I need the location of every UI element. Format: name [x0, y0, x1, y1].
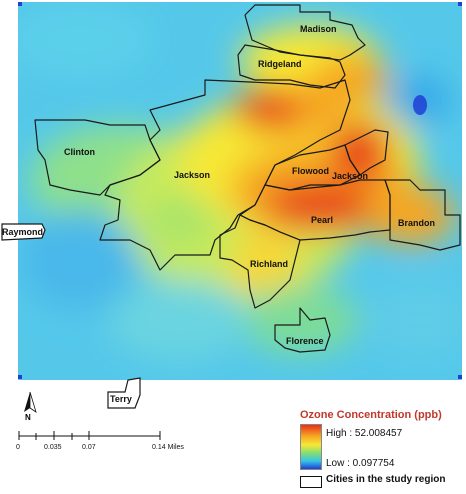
city-label-ridgeland: Ridgeland: [258, 59, 302, 69]
boundary-jackson-east: [344, 129, 389, 176]
legend-boundary-swatch: [300, 476, 322, 488]
boundary-brandon: [384, 179, 461, 251]
city-label-terry: Terry: [110, 394, 132, 404]
legend-boundary-label: Cities in the study region: [326, 474, 446, 485]
boundary-jackson: [99, 79, 351, 271]
city-label-clinton: Clinton: [64, 147, 95, 157]
city-boundaries: [1, 4, 461, 409]
boundary-richland: [219, 214, 301, 309]
city-label-madison: Madison: [300, 24, 337, 34]
city-label-richland: Richland: [250, 259, 288, 269]
north-label: N: [25, 413, 31, 422]
legend-low-label: Low : 0.097754: [326, 458, 395, 469]
city-label-flowood: Flowood: [292, 166, 329, 176]
north-arrow-icon: [24, 391, 37, 413]
boundary-terry: [107, 377, 141, 409]
scale-tick-2: 0.07: [82, 444, 96, 451]
boundary-ridgeland: [237, 44, 346, 89]
city-label-jackson: Jackson: [174, 170, 210, 180]
boundary-raymond: [1, 223, 46, 241]
city-label-pearl: Pearl: [311, 215, 333, 225]
scale-tick-1: 0.035: [44, 444, 62, 451]
boundary-clinton: [34, 119, 161, 196]
city-label-raymond: Raymond: [2, 227, 43, 237]
boundary-madison: [244, 4, 366, 61]
city-label-jackson-east: Jackson: [332, 171, 368, 181]
city-label-florence: Florence: [286, 336, 324, 346]
legend-title: Ozone Concentration (ppb): [300, 409, 442, 421]
scale-tick-0: 0: [16, 444, 20, 451]
legend-high-label: High : 52.008457: [326, 428, 403, 439]
boundary-florence: [274, 307, 331, 353]
city-labels: Madison Ridgeland Clinton Jackson Flowoo…: [2, 24, 435, 404]
legend-color-ramp: [300, 424, 322, 470]
scale-tick-3: 0.14 Miles: [152, 444, 184, 451]
city-label-brandon: Brandon: [398, 218, 435, 228]
scale-bar: [18, 431, 161, 440]
ozone-surface: [18, 2, 462, 380]
